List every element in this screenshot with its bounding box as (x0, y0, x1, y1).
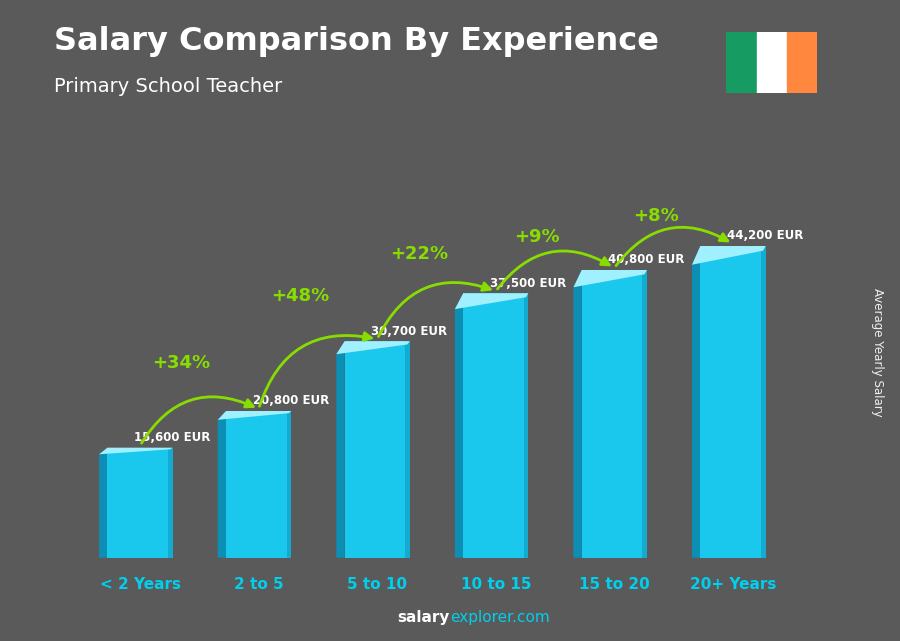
Bar (757, 32, 787, 93)
Bar (107, 447, 173, 558)
Polygon shape (218, 411, 226, 558)
Text: Salary Comparison By Experience: Salary Comparison By Experience (54, 26, 659, 56)
Polygon shape (692, 246, 700, 558)
Text: 10 to 15: 10 to 15 (461, 577, 531, 592)
Text: salary: salary (398, 610, 450, 625)
Text: 15 to 20: 15 to 20 (579, 577, 650, 592)
Text: 40,800 EUR: 40,800 EUR (608, 253, 685, 267)
Bar (643, 270, 647, 558)
Polygon shape (337, 341, 410, 354)
Text: +34%: +34% (152, 354, 211, 372)
Text: 2 to 5: 2 to 5 (234, 577, 284, 592)
Bar (226, 411, 292, 558)
Text: < 2 Years: < 2 Years (100, 577, 181, 592)
Polygon shape (337, 341, 345, 558)
Bar (168, 447, 173, 558)
Bar (405, 341, 410, 558)
Bar (345, 341, 410, 558)
Text: 30,700 EUR: 30,700 EUR (372, 325, 447, 338)
Text: Primary School Teacher: Primary School Teacher (54, 77, 283, 96)
Bar (726, 32, 757, 93)
Bar (464, 293, 528, 558)
Polygon shape (454, 293, 528, 309)
Polygon shape (99, 447, 173, 454)
Text: +48%: +48% (271, 287, 329, 305)
Text: 37,500 EUR: 37,500 EUR (490, 277, 566, 290)
Polygon shape (573, 270, 647, 287)
Polygon shape (573, 270, 581, 558)
Text: 5 to 10: 5 to 10 (347, 577, 407, 592)
Text: +8%: +8% (633, 207, 679, 225)
Text: 15,600 EUR: 15,600 EUR (134, 431, 211, 444)
Polygon shape (454, 293, 464, 558)
Bar (760, 246, 766, 558)
Bar (700, 246, 766, 558)
Bar (787, 32, 817, 93)
Text: +9%: +9% (515, 228, 560, 246)
Text: 20,800 EUR: 20,800 EUR (253, 394, 329, 408)
Bar (286, 411, 292, 558)
Polygon shape (99, 447, 107, 558)
Polygon shape (218, 411, 292, 420)
Polygon shape (692, 246, 766, 265)
Bar (524, 293, 528, 558)
Text: explorer.com: explorer.com (450, 610, 550, 625)
Text: 20+ Years: 20+ Years (689, 577, 776, 592)
Bar (581, 270, 647, 558)
Text: +22%: +22% (390, 246, 448, 263)
Text: Average Yearly Salary: Average Yearly Salary (871, 288, 884, 417)
Text: 44,200 EUR: 44,200 EUR (727, 229, 804, 242)
